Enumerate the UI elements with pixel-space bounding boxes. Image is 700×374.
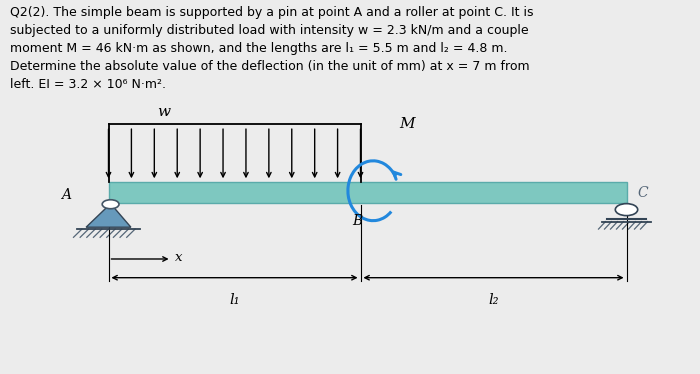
Text: M: M	[399, 117, 414, 131]
Text: w: w	[158, 105, 171, 119]
Text: l₁: l₁	[230, 293, 239, 307]
Bar	[108, 183, 626, 203]
Circle shape	[102, 200, 119, 209]
Text: A: A	[61, 188, 71, 202]
Text: l₂: l₂	[489, 293, 499, 307]
Text: C: C	[638, 186, 648, 200]
Text: x: x	[175, 251, 183, 264]
Text: Q2(2). The simple beam is supported by a pin at point A and a roller at point C.: Q2(2). The simple beam is supported by a…	[10, 6, 533, 91]
Text: B: B	[352, 214, 363, 229]
Circle shape	[615, 203, 638, 215]
Polygon shape	[86, 203, 131, 227]
